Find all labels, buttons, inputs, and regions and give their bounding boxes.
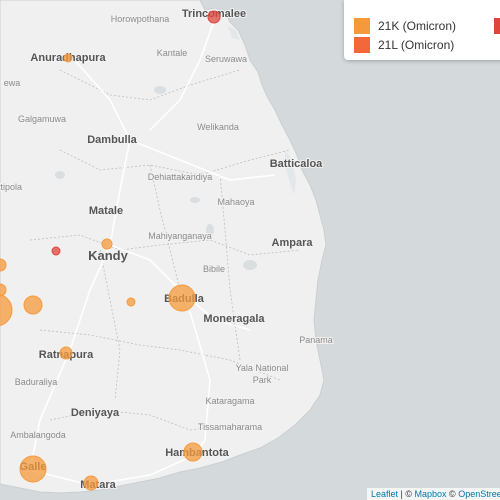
marker-hambantota[interactable]: [183, 442, 203, 462]
reservoirs: [55, 86, 257, 270]
marker-ratnapura[interactable]: [59, 346, 73, 360]
place-label-moneragala: Moneragala: [203, 313, 265, 325]
place-label-dambulla: Dambulla: [87, 134, 137, 146]
place-label-matale: Matale: [89, 205, 123, 217]
place-label-seruwawa: Seruwawa: [205, 54, 247, 64]
legend-label-21l: 21L (Omicron): [378, 38, 455, 52]
place-label-mahiyanganaya: Mahiyanganaya: [148, 231, 212, 241]
leaflet-link[interactable]: Leaflet: [371, 489, 399, 499]
marker-trincomalee[interactable]: [207, 10, 221, 24]
place-label-baduraliya: Baduraliya: [15, 377, 58, 387]
place-label-horowpothana: Horowpothana: [111, 14, 170, 24]
lagoon-north: [228, 26, 240, 40]
legend-swatch-21l: [354, 37, 370, 53]
place-label-ihala-wewa: ewa: [4, 78, 21, 88]
marker-kandy[interactable]: [101, 238, 113, 250]
place-label-yala: Yala National: [236, 363, 289, 373]
place-label-panama: Panama: [299, 335, 333, 345]
legend-swatch-partial: [494, 18, 500, 34]
place-label-kantale: Kantale: [157, 48, 188, 58]
legend: 21K (Omicron) 21L (Omicron): [344, 0, 500, 60]
markers[interactable]: [0, 10, 221, 491]
place-label-galgamuwa: Galgamuwa: [18, 114, 66, 124]
legend-swatch-21k: [354, 18, 370, 34]
place-label-welikanda: Welikanda: [197, 122, 239, 132]
place-label-kataragama: Kataragama: [205, 396, 254, 406]
marker-galle[interactable]: [19, 455, 47, 483]
marker-anuradhapura[interactable]: [63, 53, 73, 63]
marker-west1[interactable]: [23, 295, 43, 315]
legend-item-21l: 21L (Omicron): [354, 37, 454, 53]
marker-badulla[interactable]: [168, 284, 196, 312]
marker-nuwara[interactable]: [126, 297, 136, 307]
land-island: [0, 0, 327, 494]
mapbox-link[interactable]: Mapbox: [414, 489, 447, 499]
legend-item-21k: 21K (Omicron): [354, 18, 456, 34]
place-label-ampara: Ampara: [272, 237, 314, 249]
lagoon-batticaloa: [285, 150, 296, 195]
map-attribution: Leaflet | © Mapbox © OpenStreetMap: [367, 488, 500, 500]
district-boundaries: [29, 69, 301, 431]
place-label-kuliyapitiya: ttipola: [0, 182, 22, 192]
attribution-osm-prefix: ©: [446, 489, 459, 499]
legend-label-21k: 21K (Omicron): [378, 19, 457, 33]
marker-west2[interactable]: [0, 283, 7, 297]
place-label-kandy: Kandy: [88, 248, 129, 263]
place-label-dehiattakandiya: Dehiattakandiya: [148, 172, 213, 182]
marker-kegalle[interactable]: [51, 246, 61, 256]
place-label-yala2: Park: [253, 375, 272, 385]
place-label-ahangama: Ambalangoda: [10, 430, 66, 440]
place-label-ranna: Tissamaharama: [198, 422, 262, 432]
place-label-deniyaya: Deniyaya: [71, 407, 120, 419]
place-label-batticaloa: Batticaloa: [270, 158, 323, 170]
marker-west4[interactable]: [0, 258, 7, 272]
place-label-mahaoya: Mahaoya: [217, 197, 254, 207]
place-label-bibile: Bibile: [203, 264, 225, 274]
attribution-separator: | ©: [398, 489, 415, 499]
marker-matara[interactable]: [83, 475, 99, 491]
osm-link[interactable]: OpenStreetMap: [458, 489, 500, 499]
marker-west3[interactable]: [0, 293, 13, 327]
